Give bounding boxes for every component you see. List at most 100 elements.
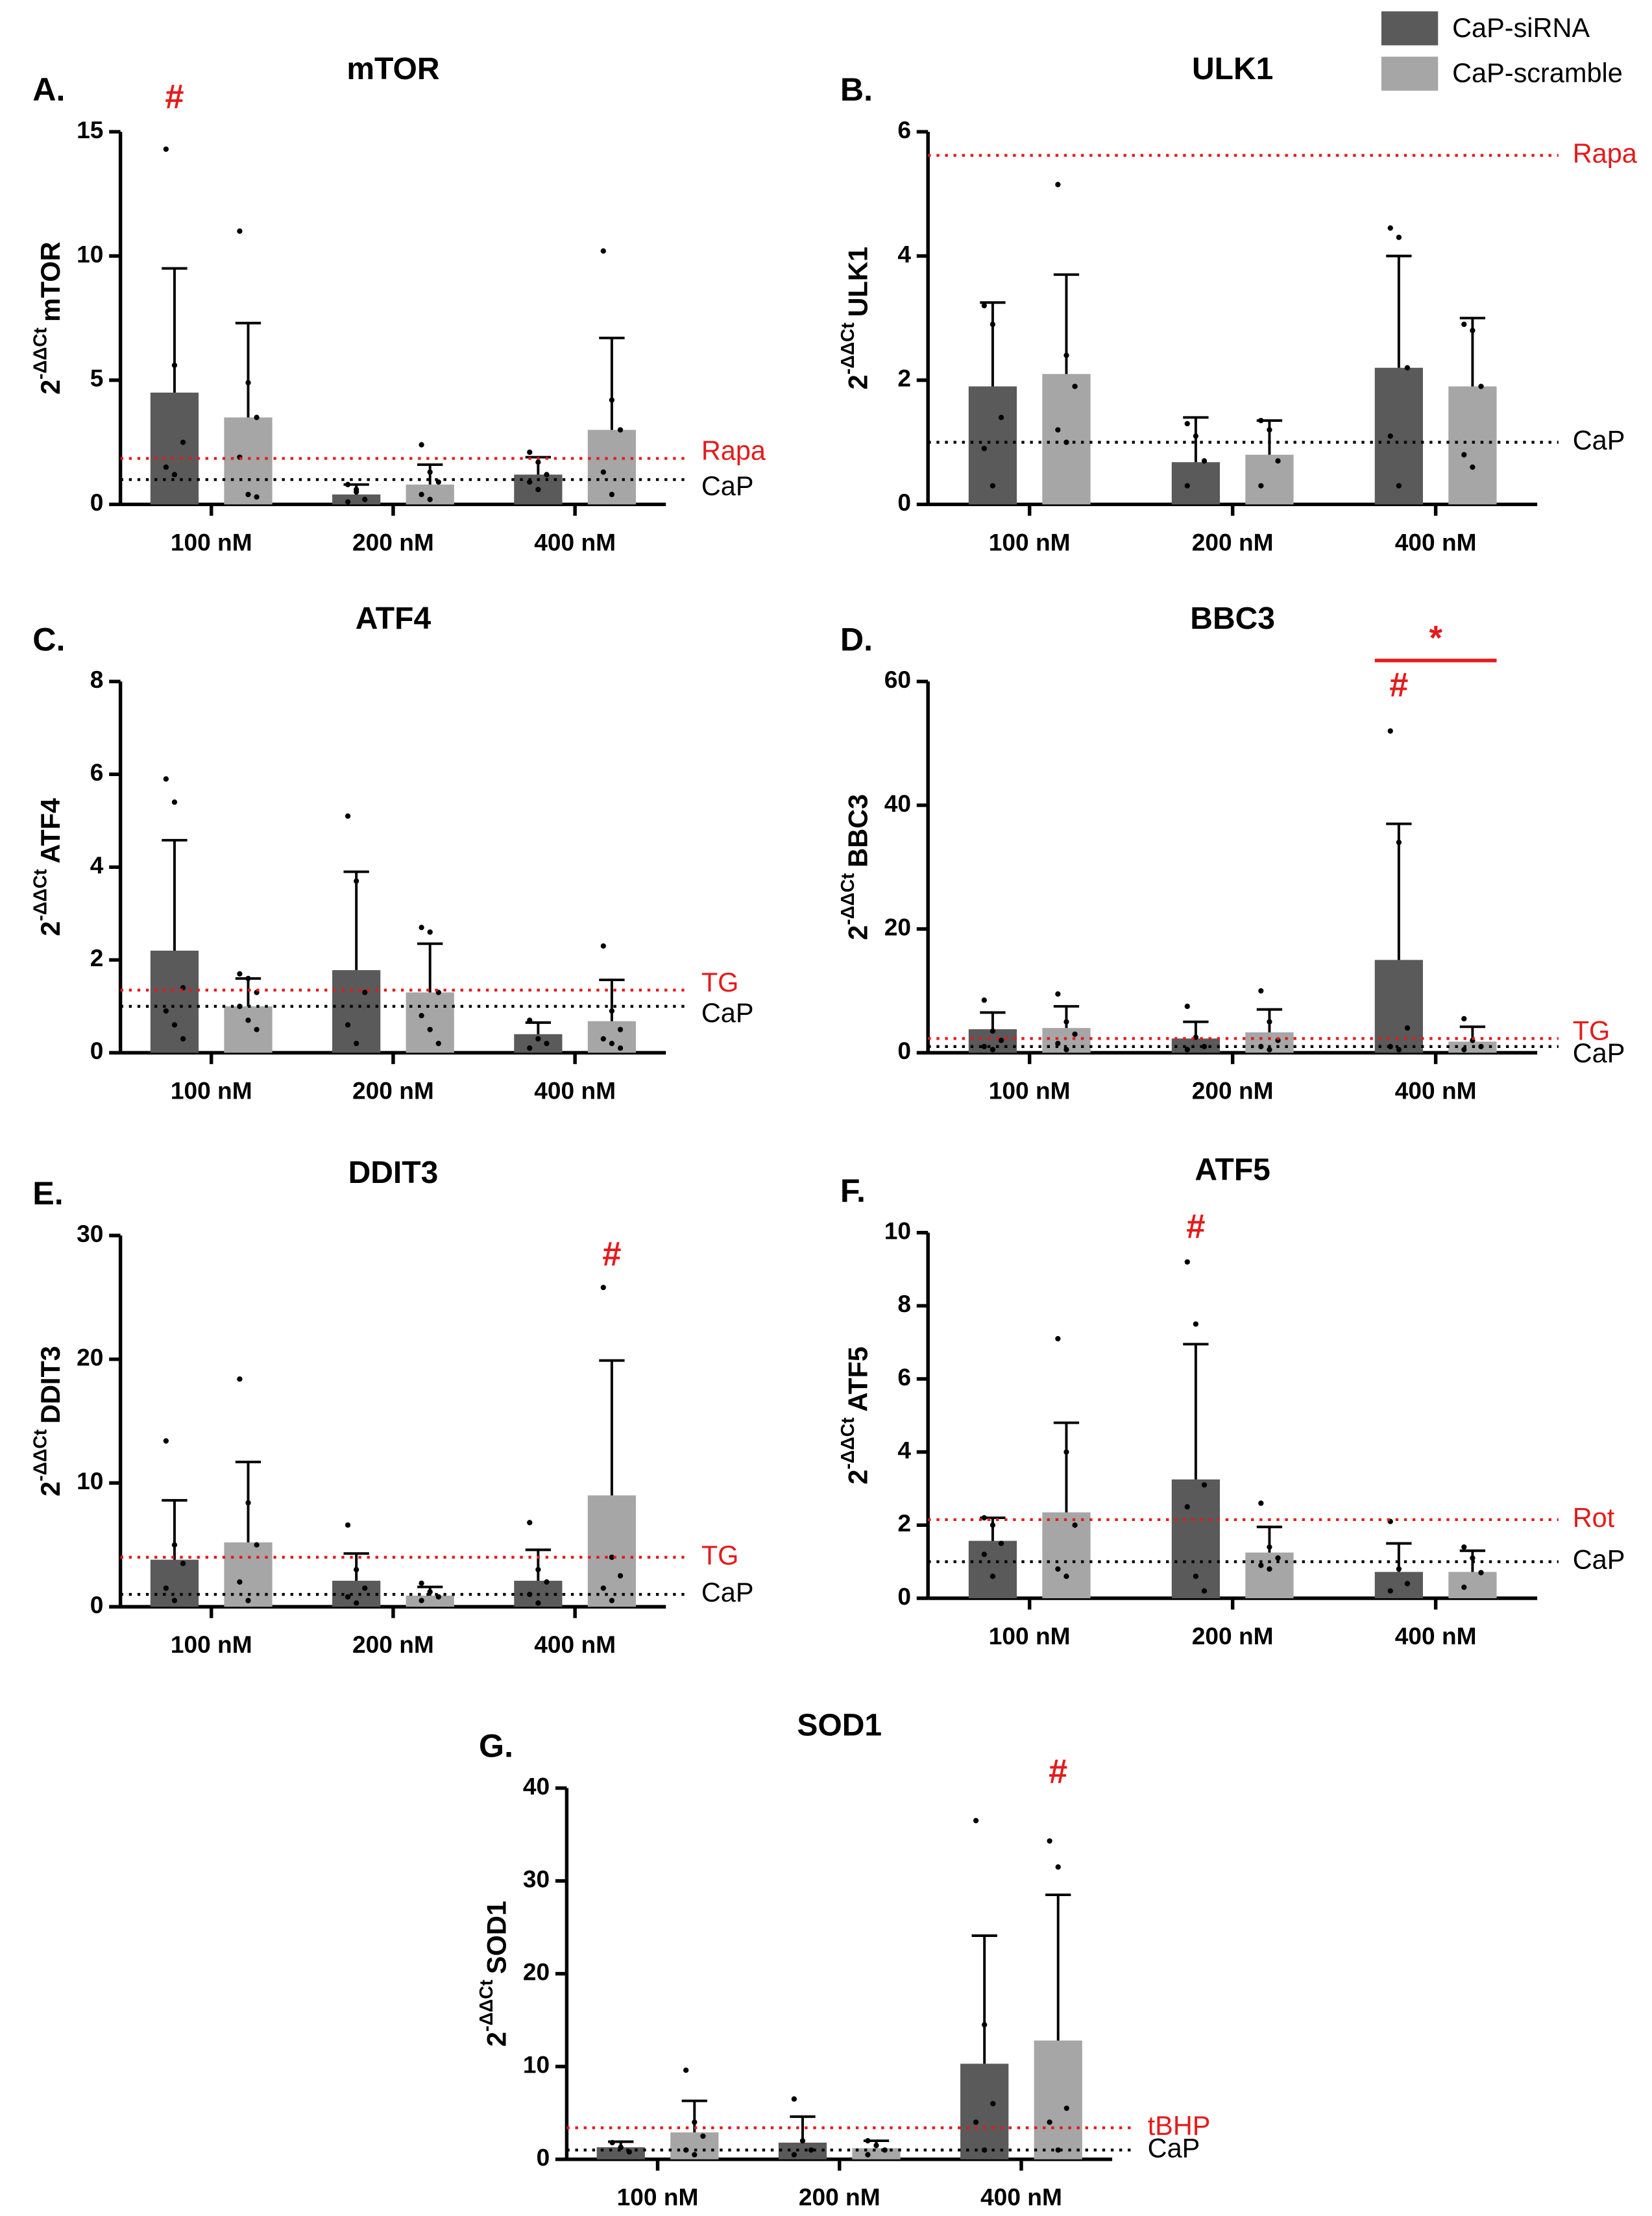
- data-point: [544, 472, 550, 478]
- data-point: [1387, 225, 1393, 231]
- chart-title: mTOR: [346, 52, 439, 86]
- data-point: [163, 1008, 169, 1014]
- data-point: [1396, 840, 1402, 846]
- y-tick-label: 0: [897, 1037, 911, 1064]
- data-point: [1470, 328, 1476, 334]
- x-tick-label: 200 nM: [799, 2184, 881, 2211]
- data-point: [345, 1522, 351, 1528]
- data-point: [354, 1600, 359, 1606]
- data-point: [981, 997, 987, 1003]
- data-point: [180, 1561, 186, 1566]
- y-tick-label: 20: [523, 1958, 550, 1985]
- data-point: [1193, 1321, 1199, 1327]
- y-label-part: 2: [842, 374, 873, 389]
- x-tick-label: 100 nM: [989, 1622, 1071, 1650]
- data-point: [354, 1566, 359, 1573]
- significance-mark: #: [1049, 1753, 1067, 1791]
- data-point: [1396, 234, 1402, 240]
- y-label-part: -ΔΔCt: [30, 869, 51, 921]
- data-point: [617, 427, 624, 433]
- data-point: [1047, 2119, 1052, 2125]
- data-point: [419, 1580, 424, 1587]
- data-point: [1055, 1864, 1061, 1870]
- x-tick-label: 200 nM: [352, 1077, 434, 1104]
- data-point: [1184, 1259, 1190, 1265]
- data-point: [237, 971, 243, 977]
- bar: [1034, 2040, 1082, 2160]
- error-bar: [1386, 254, 1412, 368]
- data-point: [535, 487, 541, 493]
- data-point: [171, 1542, 178, 1548]
- panel-label: G.: [479, 1728, 513, 1764]
- data-point: [1396, 483, 1402, 489]
- data-point: [527, 1520, 533, 1526]
- data-point: [1063, 352, 1069, 358]
- data-point: [535, 1600, 541, 1606]
- x-tick-label: 400 nM: [980, 2184, 1062, 2211]
- data-point: [600, 248, 606, 254]
- y-tick-label: 4: [897, 240, 911, 267]
- chart-title: ATF4: [356, 602, 431, 636]
- data-point: [535, 459, 541, 465]
- data-point: [982, 2022, 988, 2028]
- data-point: [1184, 420, 1190, 427]
- y-label-part: -ΔΔCt: [476, 1979, 497, 2032]
- data-point: [791, 2096, 797, 2102]
- data-point: [1258, 1563, 1264, 1568]
- data-point: [600, 469, 606, 475]
- data-point: [345, 1594, 351, 1600]
- error-bar: [1386, 822, 1412, 960]
- data-point: [1461, 321, 1467, 327]
- data-point: [1267, 427, 1272, 433]
- data-point: [1193, 1034, 1199, 1040]
- y-tick-label: 10: [77, 240, 103, 267]
- data-point: [354, 878, 359, 884]
- data-point: [535, 1036, 541, 1042]
- x-tick-label: 400 nM: [534, 528, 616, 555]
- data-point: [1055, 182, 1061, 188]
- bar: [1042, 374, 1091, 505]
- error-bar: [599, 1359, 625, 1496]
- y-axis-label: 2-ΔΔCt DDIT3: [30, 1346, 66, 1496]
- data-point: [990, 483, 996, 489]
- data-point: [808, 2147, 814, 2153]
- data-point: [1184, 1504, 1190, 1510]
- data-point: [799, 2137, 806, 2144]
- reference-label: tBHP: [1148, 2110, 1211, 2141]
- error-bar: [971, 1934, 997, 2064]
- bar: [1374, 960, 1423, 1053]
- significance-mark: #: [1389, 667, 1408, 705]
- data-point: [600, 1585, 606, 1591]
- y-tick-label: 0: [537, 2143, 550, 2171]
- reference-label: CaP: [701, 470, 754, 501]
- bar: [1374, 367, 1423, 505]
- bar: [778, 2142, 827, 2160]
- bar: [1374, 1572, 1423, 1598]
- data-point: [171, 362, 178, 369]
- reference-label: CaP: [701, 997, 754, 1028]
- data-point: [180, 439, 186, 445]
- data-point: [609, 491, 615, 498]
- x-tick-label: 200 nM: [1192, 1622, 1274, 1650]
- data-point: [1275, 458, 1281, 464]
- data-point: [419, 491, 424, 498]
- data-point: [245, 491, 251, 498]
- data-point: [254, 1542, 260, 1548]
- y-axis-label: 2-ΔΔCt ATF4: [30, 798, 66, 936]
- y-tick-label: 20: [77, 1344, 103, 1371]
- y-tick-label: 0: [897, 489, 911, 516]
- data-point: [245, 380, 251, 385]
- y-tick-label: 10: [77, 1467, 103, 1494]
- data-point: [1387, 728, 1393, 734]
- data-point: [609, 1040, 615, 1047]
- data-point: [527, 1045, 533, 1051]
- data-point: [609, 397, 615, 403]
- bar: [332, 970, 381, 1053]
- y-tick-label: 8: [90, 666, 104, 693]
- data-point: [237, 1579, 243, 1585]
- error-bar: [343, 870, 369, 971]
- significance-mark: #: [1186, 1208, 1205, 1246]
- bar: [1171, 1479, 1221, 1598]
- data-point: [873, 2143, 879, 2149]
